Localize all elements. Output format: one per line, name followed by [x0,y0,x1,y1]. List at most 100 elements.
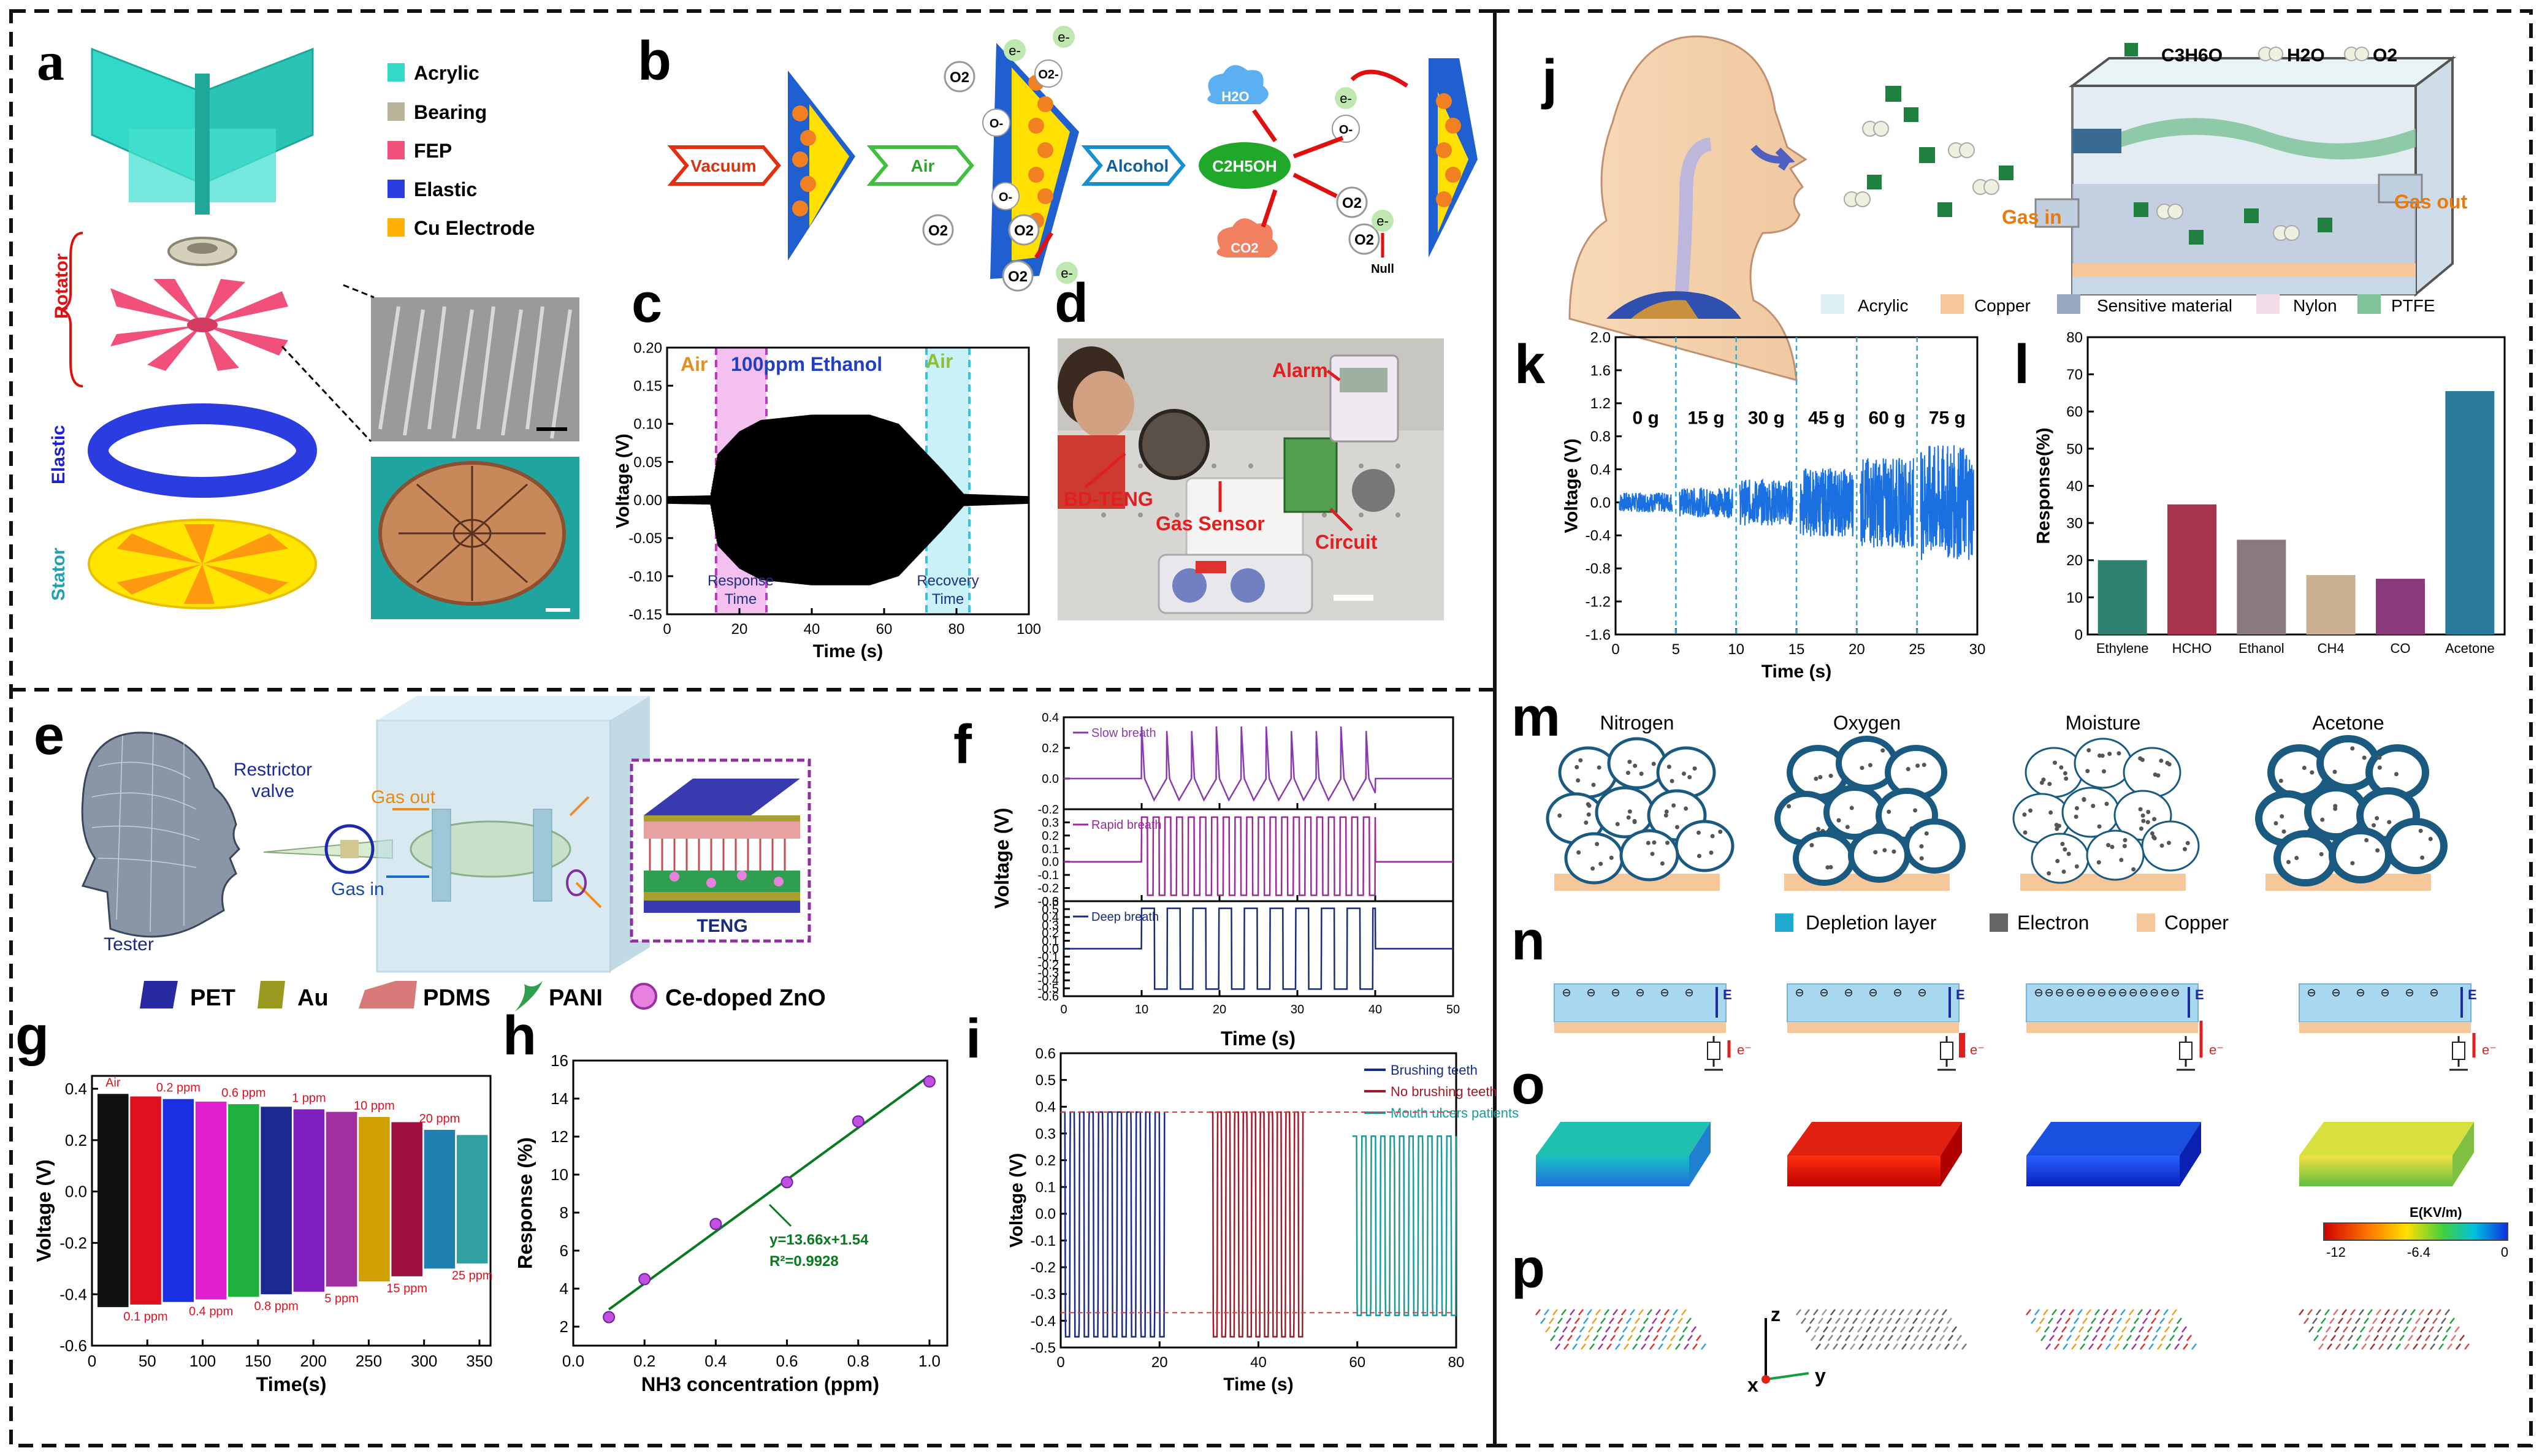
x-tick-label: 1.0 [918,1352,941,1370]
electron-dot [2310,770,2315,775]
x-tick-label: 30 [1291,1003,1304,1016]
electron-dot [2375,848,2380,853]
field-vector [1682,1326,1688,1333]
grain [2061,787,2120,838]
x-tick-label: 100 [189,1352,216,1370]
field-blocks [1536,1122,2474,1186]
copper-layer [1787,1022,1959,1033]
field-vector [2058,1335,2063,1341]
field-vector [1549,1317,1554,1324]
voltage-block [261,1107,292,1295]
panel-p: p z x y [1511,1238,2470,1396]
svg-text:PTFE: PTFE [2391,296,2435,315]
electron-dot [2420,855,2425,860]
field-label: E [1723,987,1732,1002]
field-vector [1845,1335,1850,1341]
field-vector [1822,1309,1827,1316]
electron-dot [2377,755,2382,760]
field-vector [2125,1317,2131,1324]
electron-dot [2048,810,2053,815]
response-bar [2167,504,2216,635]
field-vector [1905,1335,1910,1341]
electron-dot [1816,826,1821,831]
y-tick-label: -0.2 [1031,1259,1056,1276]
electron-symbol: ⊖ [2107,986,2116,999]
electron-label: e⁻ [2209,1042,2224,1058]
field-vector [1830,1309,1836,1316]
electron-dot [2061,869,2066,874]
x-tick-label: 20 [1151,1354,1168,1371]
electron-dot [1814,776,1819,781]
electron-dot [2122,844,2127,848]
y-tick-label: 2.0 [1590,329,1611,346]
field-vector [2129,1309,2134,1316]
y-tick-label: 20 [2066,552,2083,569]
x-tick-label: 20 [731,621,748,638]
field-vector [1850,1343,1855,1350]
field-vector [2365,1335,2370,1341]
field-vector [1823,1326,1828,1333]
y-tick-label: 16 [551,1051,568,1070]
electron-symbol: ⊖ [2034,986,2043,999]
field-vector [1677,1317,1683,1324]
noise-trace [1920,445,1975,560]
field-vector [2114,1343,2120,1350]
svg-text:O2: O2 [950,69,969,86]
svg-text:Copper: Copper [2164,912,2229,934]
x-axis-label: Time(s) [256,1373,327,1395]
field-vector [2441,1317,2446,1324]
x-tick-label: 50 [139,1352,156,1370]
x-tick-label: 250 [356,1352,382,1370]
field-vector [1655,1309,1661,1316]
gas-title: Moisture [2066,712,2141,734]
svg-text:O-: O- [990,117,1003,131]
svg-text:e-: e- [1061,265,1073,281]
field-vector [1815,1343,1821,1350]
legend-j: Acrylic Copper Sensitive material Nylon … [1821,294,2435,315]
electron-dot [2056,823,2061,828]
electron-dot [1632,820,1637,825]
grain [1607,737,1667,790]
c-recovery-time: Time [932,591,964,608]
electron-dot [2074,806,2079,810]
svg-text:Air: Air [911,156,935,175]
field-vector [2334,1326,2340,1333]
panel-letter-e: e [34,705,64,766]
field-vector [1691,1326,1697,1333]
field-vector [2044,1326,2050,1333]
concentration-label: 5 ppm [324,1292,359,1306]
breath-trace [1064,907,1453,990]
x-tick-label: 300 [411,1352,437,1370]
panel-a: a Rota [37,31,579,619]
field-vector [2155,1309,2160,1316]
field-vector [1938,1317,1944,1324]
y-tick-label: -0.2 [1038,958,1059,972]
field-vector [2436,1309,2441,1316]
field-vector [2360,1326,2365,1333]
trace-name: Rapid breath [1091,818,1162,832]
field-vector [1917,1326,1923,1333]
field-vector [1922,1335,1928,1341]
electron-dot [2138,807,2143,812]
field-vector [1914,1335,1919,1341]
grain-diagrams: Nitrogen Oxygen Moisture Acetone [1546,712,2448,891]
electron-symbol: ⊖ [1868,986,1877,999]
field-vector [1939,1335,1945,1341]
legend-a: Acrylic Bearing FEP Elastic Cu Electrode [387,62,535,239]
field-vector [1696,1335,1701,1341]
field-vector [1649,1343,1655,1350]
legend-acrylic: Acrylic [414,62,479,84]
field-vector [1622,1326,1628,1333]
electron-dot [2152,817,2157,821]
band-diagrams: ⊖ ⊖ ⊖ ⊖ ⊖ ⊖ Ee⁻⊖ ⊖ ⊖ ⊖ ⊖ ⊖ Ee⁻⊖ ⊖ ⊖ ⊖ ⊖ ⊖ ⊖ ⊖ ⊖ ⊖ ⊖ ⊖ ⊖ ⊖ Ee⁻⊖ ⊖ ⊖ ⊖ ⊖… [1554,983,2497,1071]
field-vector [2164,1326,2170,1333]
field-vector [2146,1309,2151,1316]
electron-symbol: ⊖ [2118,986,2128,999]
category-label: CO [2391,641,2411,656]
field-vector [2075,1335,2080,1341]
response-bar [2097,560,2147,635]
response-bar [2237,539,2286,635]
flow-air: Air [866,145,974,186]
svg-text:Acrylic: Acrylic [1858,296,1908,315]
electron-dot [1586,812,1591,817]
